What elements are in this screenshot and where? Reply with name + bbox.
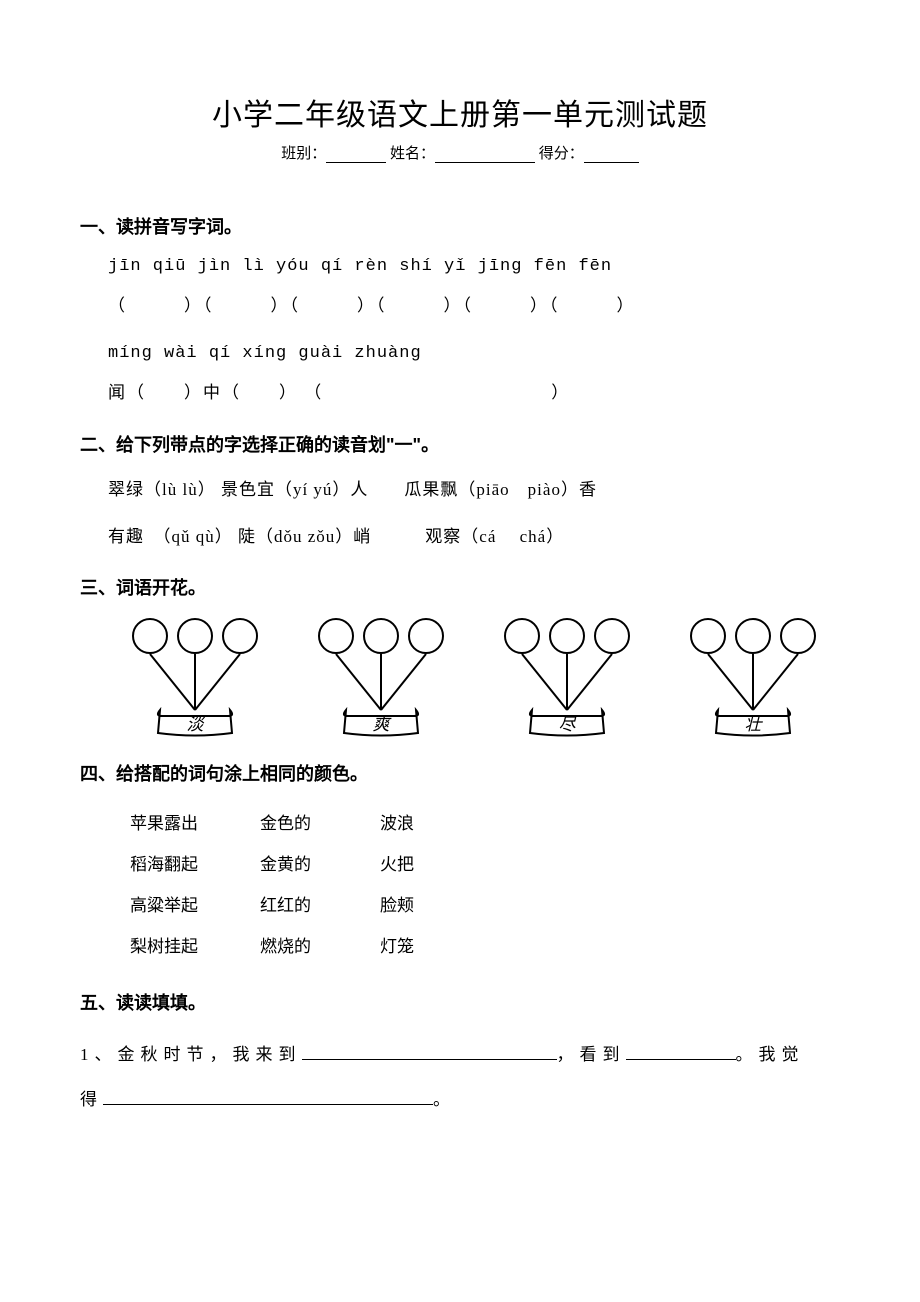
score-label: 得分： (539, 142, 584, 163)
cell: 梨树挂起 (130, 927, 260, 968)
q5-part2: ，看到 (557, 1045, 626, 1064)
cell: 波浪 (380, 804, 480, 845)
flower-pot-3: 尽 (492, 618, 642, 738)
q1-parens-row1: （ ）（ ）（ ）（ ）（ ）（ ） (108, 291, 840, 316)
q5-line2: 得。 (80, 1078, 840, 1122)
q1-heading: 一、读拼音写字词。 (80, 213, 840, 239)
blank (302, 1042, 557, 1060)
flower-circle (363, 618, 399, 654)
cell: 火把 (380, 845, 480, 886)
flower-circle (132, 618, 168, 654)
q2-heading: 二、给下列带点的字选择正确的读音划"一"。 (80, 431, 840, 457)
q1-pinyin-row1: jīn qiū jìn lì yóu qí rèn shí yǐ jīng fē… (108, 257, 840, 276)
blank (626, 1042, 736, 1060)
question-5: 五、读读填填。 1、金秋时节，我来到，看到。我觉 得。 (80, 989, 840, 1121)
table-row: 高粱举起 红红的 脸颊 (130, 886, 840, 927)
q5-heading: 五、读读填填。 (80, 989, 840, 1015)
q1-pinyin-row2: míng wài qí xíng guài zhuàng (108, 344, 840, 363)
pot-label-1: 淡 (187, 710, 204, 735)
q5-part1: 金秋时节，我来到 (118, 1045, 302, 1064)
question-2: 二、给下列带点的字选择正确的读音划"一"。 翠绿（lù lù） 景色宜（yí y… (80, 431, 840, 552)
cell: 苹果露出 (130, 804, 260, 845)
flower-circle (318, 618, 354, 654)
cell: 脸颊 (380, 886, 480, 927)
name-label: 姓名： (390, 142, 435, 163)
cell: 稻海翻起 (130, 845, 260, 886)
flower-circle (177, 618, 213, 654)
flower-pot-1: 淡 (120, 618, 270, 738)
flower-circle (735, 618, 771, 654)
match-table: 苹果露出 金色的 波浪 稻海翻起 金黄的 火把 高粱举起 红红的 脸颊 梨树挂起… (130, 804, 840, 967)
question-4: 四、给搭配的词句涂上相同的颜色。 苹果露出 金色的 波浪 稻海翻起 金黄的 火把… (80, 760, 840, 967)
table-row: 梨树挂起 燃烧的 灯笼 (130, 927, 840, 968)
q2-line2: 有趣 （qǔ qù） 陡（dǒu zǒu）峭 观察（cá chá） (108, 522, 840, 553)
q5-part5: 。 (433, 1090, 456, 1109)
cell: 燃烧的 (260, 927, 380, 968)
q5-num: 1、 (80, 1045, 118, 1064)
flower-circle (549, 618, 585, 654)
flower-pots-row: 淡 爽 尽 (120, 618, 840, 738)
q5-line1: 1、金秋时节，我来到 ，看到 。我觉 (80, 1033, 840, 1077)
cell: 高粱举起 (130, 886, 260, 927)
flower-circle (690, 618, 726, 654)
table-row: 苹果露出 金色的 波浪 (130, 804, 840, 845)
flower-circle (504, 618, 540, 654)
flower-circle (408, 618, 444, 654)
blank (103, 1087, 433, 1105)
page-title: 小学二年级语文上册第一单元测试题 (80, 90, 840, 134)
name-blank (435, 147, 535, 163)
pot-label-4: 壮 (745, 710, 762, 735)
header-fields: 班别： 姓名： 得分： (80, 142, 840, 163)
score-blank (584, 147, 639, 163)
cell: 金黄的 (260, 845, 380, 886)
flower-circle (780, 618, 816, 654)
pot-label-2: 爽 (373, 710, 390, 735)
q5-part4: 得 (80, 1090, 103, 1109)
cell: 灯笼 (380, 927, 480, 968)
question-3: 三、词语开花。 淡 爽 (80, 574, 840, 738)
q3-heading: 三、词语开花。 (80, 574, 840, 600)
q5-part3: 。我觉 (736, 1045, 805, 1064)
pot-label-3: 尽 (559, 710, 576, 735)
q1-parens-row2: 闻（ ）中（ ） （ ） (108, 378, 840, 403)
flower-pot-4: 壮 (678, 618, 828, 738)
table-row: 稻海翻起 金黄的 火把 (130, 845, 840, 886)
cell: 红红的 (260, 886, 380, 927)
flower-circle (222, 618, 258, 654)
q2-line1: 翠绿（lù lù） 景色宜（yí yú）人 瓜果飘（piāo piào）香 (108, 475, 840, 506)
class-blank (326, 147, 386, 163)
question-1: 一、读拼音写字词。 jīn qiū jìn lì yóu qí rèn shí … (80, 213, 840, 403)
class-label: 班别： (281, 142, 326, 163)
flower-pot-2: 爽 (306, 618, 456, 738)
flower-circle (594, 618, 630, 654)
cell: 金色的 (260, 804, 380, 845)
q4-heading: 四、给搭配的词句涂上相同的颜色。 (80, 760, 840, 786)
